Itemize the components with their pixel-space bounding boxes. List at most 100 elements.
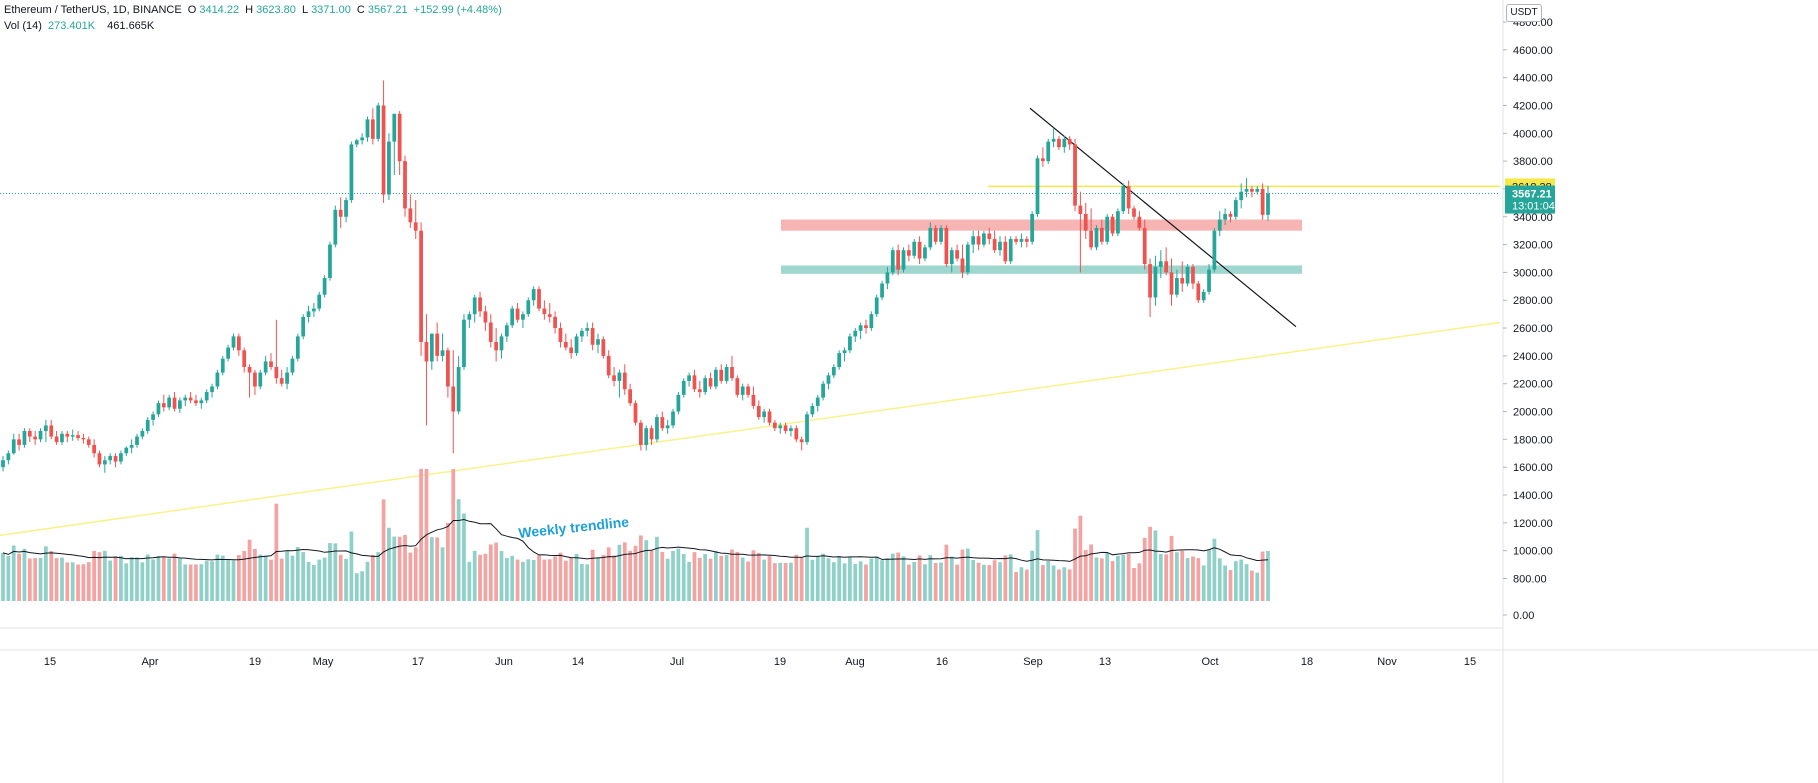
y-tick-label: 4600.00	[1513, 45, 1553, 57]
volume-bar	[1266, 550, 1270, 601]
volume-bar	[183, 564, 188, 601]
volume-bar	[376, 552, 381, 601]
candle-body	[697, 389, 702, 393]
candle-body	[596, 339, 600, 345]
candle-body	[483, 311, 488, 323]
candle-body	[44, 425, 48, 432]
candle-body	[247, 367, 252, 373]
candle-body	[413, 222, 418, 231]
volume-bar	[901, 556, 906, 601]
candle-body	[1121, 186, 1126, 212]
volume-bar	[955, 564, 959, 601]
candle-body	[746, 386, 750, 395]
candle-body	[33, 436, 38, 440]
candle-body	[38, 431, 43, 440]
low-label: L	[301, 4, 309, 16]
candle-body	[263, 361, 268, 373]
volume-ma-value: 461.665K	[107, 20, 155, 32]
volume-bar	[467, 561, 472, 601]
y-tick-label: 1600.00	[1513, 462, 1553, 474]
volume-bar	[344, 558, 348, 601]
candle-body	[1223, 213, 1227, 220]
candle-body	[633, 403, 638, 423]
candle-body	[333, 209, 338, 245]
volume-bar	[1142, 537, 1147, 601]
candle-body	[960, 258, 965, 273]
volume-bar	[558, 552, 563, 601]
volume-bar	[542, 559, 547, 601]
volume-bar	[1116, 555, 1120, 601]
candle-body	[462, 319, 466, 368]
volume-bar	[419, 469, 423, 601]
candle-body	[783, 425, 788, 432]
candle-body	[574, 336, 579, 354]
volume-bar	[933, 562, 938, 601]
volume-bar	[1110, 561, 1115, 601]
volume-bar	[794, 554, 799, 601]
candle-body	[606, 355, 611, 376]
volume-bar	[387, 527, 391, 601]
volume-indicator-label[interactable]: Vol (14)	[4, 20, 42, 32]
candle-body	[1008, 239, 1013, 262]
symbol-title[interactable]: Ethereum / TetherUS, 1D, BINANCE	[4, 4, 182, 16]
candle-body	[515, 308, 520, 320]
volume-bar	[1180, 550, 1185, 601]
candle-body	[617, 372, 622, 381]
volume-bar	[54, 558, 59, 601]
price-axis[interactable]: 4800.004600.004400.004200.004000.003800.…	[1502, 0, 1553, 783]
volume-bar	[70, 562, 75, 601]
candle-body	[440, 350, 445, 356]
currency-button[interactable]: USDT	[1506, 4, 1542, 22]
volume-bar	[1223, 565, 1227, 601]
volume-bar	[1132, 568, 1136, 601]
volume-bar	[38, 557, 43, 601]
volume-bar	[354, 573, 359, 601]
candle-body	[92, 444, 96, 454]
volume-bar	[413, 547, 418, 601]
volume-bar	[1014, 571, 1018, 601]
volume-bar	[848, 557, 852, 601]
candle-body	[140, 431, 145, 437]
volume-bar	[92, 550, 96, 601]
volume-bar	[537, 555, 541, 601]
weekly-trendline	[0, 321, 1501, 537]
candle-body	[1126, 186, 1131, 209]
candle-body	[714, 369, 718, 387]
volume-bar	[735, 551, 740, 601]
x-tick-label: 15	[1464, 656, 1476, 668]
volume-bars	[1, 469, 1270, 601]
volume-bar	[896, 552, 901, 601]
volume-bar	[81, 564, 86, 601]
volume-bar	[161, 556, 166, 601]
volume-bar	[1057, 569, 1061, 601]
volume-bar	[1121, 554, 1126, 601]
volume-bar	[1175, 552, 1179, 601]
candle-body	[874, 297, 879, 315]
candle-body	[778, 425, 783, 429]
y-tick-label: 2600.00	[1513, 323, 1553, 335]
y-tick-label: 2200.00	[1513, 379, 1553, 391]
y-tick-label: 4400.00	[1513, 73, 1553, 85]
candle-body	[365, 119, 370, 138]
volume-bar	[1164, 554, 1169, 601]
candle-body	[204, 392, 209, 401]
volume-bar	[49, 551, 54, 601]
candle-body	[1169, 272, 1174, 295]
volume-bar	[1078, 515, 1083, 601]
volume-bar	[140, 562, 145, 601]
candle-body	[794, 428, 799, 440]
candlesticks	[1, 80, 1270, 473]
y-tick-label: 1400.00	[1513, 490, 1553, 502]
time-axis[interactable]: 15 Apr 19 May 17 Jun 14 Jul 19 Aug 16 Sep 13 Oct 18 Nov…	[44, 656, 1476, 668]
candle-body	[392, 113, 397, 142]
volume-bar	[215, 554, 220, 601]
volume-bar	[692, 552, 697, 601]
candle-body	[1158, 261, 1163, 267]
candle-body	[885, 272, 890, 284]
volume-bar	[194, 564, 198, 601]
volume-bar	[124, 563, 129, 601]
candle-body	[6, 453, 11, 461]
volume-bar	[97, 552, 102, 601]
candle-body	[226, 347, 231, 359]
